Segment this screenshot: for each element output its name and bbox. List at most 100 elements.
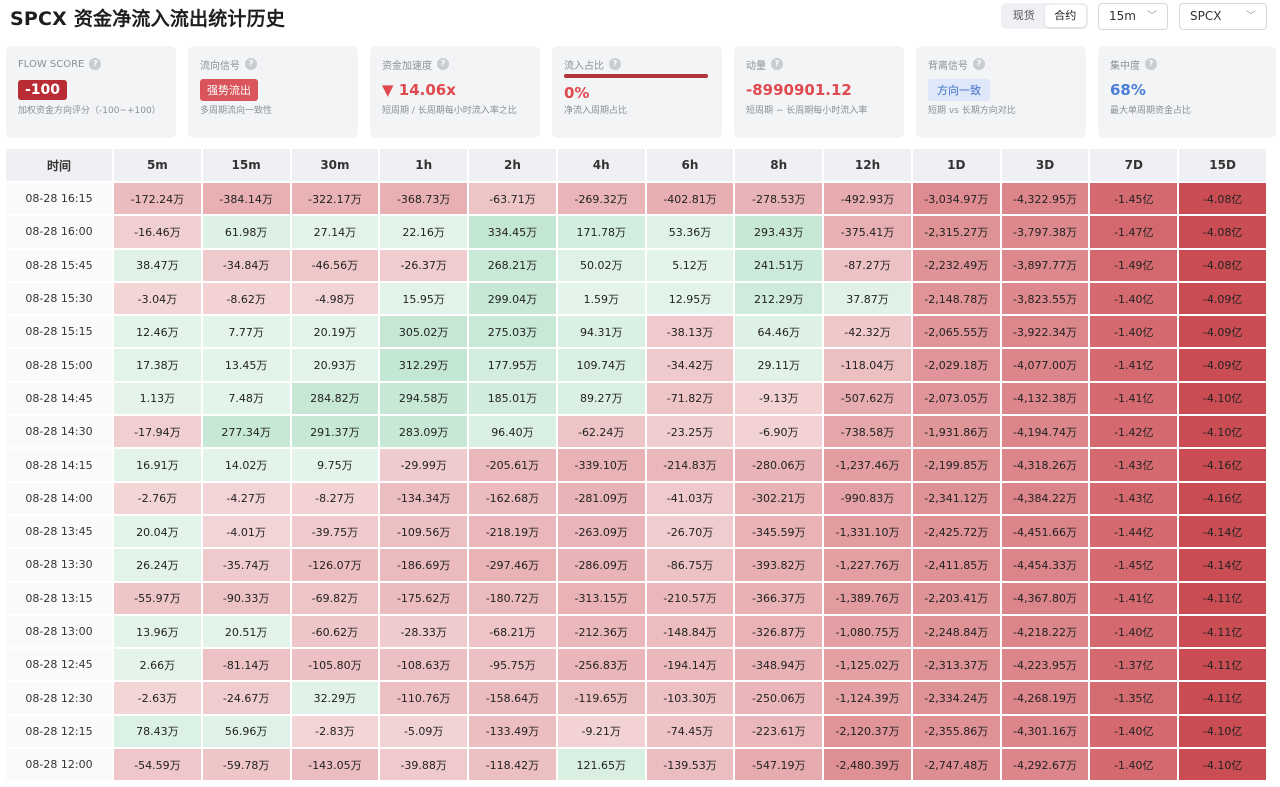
interval-select[interactable]: 15m ﹀ <box>1098 3 1168 30</box>
flow-cell: -1.37亿 <box>1089 648 1180 683</box>
flow-cell: -4,322.95万 <box>1000 182 1091 217</box>
flow-cell: 305.02万 <box>379 315 470 350</box>
flow-cell: 299.04万 <box>468 281 558 317</box>
column-header[interactable]: 3D <box>1000 149 1091 183</box>
flow-cell: -1,331.10万 <box>823 514 913 550</box>
table-row[interactable]: 08-28 12:15 78.43万 56.96万 -2.83万 -5.09万 -133.… <box>6 714 1268 750</box>
flow-cell: -148.84万 <box>645 614 736 650</box>
flow-cell: -1.41亿 <box>1089 381 1180 417</box>
column-header[interactable]: 8h <box>734 149 825 183</box>
flow-cell: 20.04万 <box>113 514 203 550</box>
flow-cell: -2.83万 <box>290 714 381 750</box>
flow-cell: -133.49万 <box>468 714 558 750</box>
flow-cell: -139.53万 <box>645 748 736 783</box>
table-row[interactable]: 08-28 15:00 17.38万 13.45万 20.93万 312.29万 177.… <box>6 348 1268 383</box>
flow-cell: -4.01万 <box>201 514 292 550</box>
table-row[interactable]: 08-28 14:30 -17.94万 277.34万 291.37万 283.09万 9… <box>6 415 1268 450</box>
column-header-time[interactable]: 时间 <box>6 149 114 183</box>
flow-cell: -86.75万 <box>645 548 736 583</box>
card-inflow-ratio: 流入占比 ? 0% 净流入周期占比 <box>552 46 722 138</box>
column-header[interactable]: 7D <box>1089 149 1180 183</box>
flow-cell: -2,341.12万 <box>911 481 1002 516</box>
flow-cell: -281.09万 <box>556 481 647 516</box>
row-time: 08-28 12:00 <box>6 748 114 783</box>
tab-spot[interactable]: 现货 <box>1012 9 1035 22</box>
flow-cell: 171.78万 <box>556 215 647 250</box>
table-row[interactable]: 08-28 12:30 -2.63万 -24.67万 32.29万 -110.76万 -1… <box>6 681 1268 716</box>
flow-cell: -46.56万 <box>290 248 381 283</box>
table-row[interactable]: 08-28 12:45 2.66万 -81.14万 -105.80万 -108.63万 -… <box>6 648 1268 683</box>
flow-cell: -2,148.78万 <box>911 281 1002 317</box>
flow-cell: -108.63万 <box>379 648 470 683</box>
flow-cell: -339.10万 <box>556 448 647 483</box>
flow-cell: -194.14万 <box>645 648 736 683</box>
flow-cell: -4.11亿 <box>1178 581 1268 616</box>
table-row[interactable]: 08-28 14:15 16.91万 14.02万 9.75万 -29.99万 -205.… <box>6 448 1268 483</box>
help-icon[interactable]: ? <box>245 58 257 70</box>
table-row[interactable]: 08-28 16:00 -16.46万 61.98万 27.14万 22.16万 334.… <box>6 215 1268 250</box>
column-header[interactable]: 5m <box>113 149 203 183</box>
flow-cell: -368.73万 <box>379 182 470 217</box>
column-header[interactable]: 1h <box>379 149 470 183</box>
flow-cell: -322.17万 <box>290 182 381 217</box>
flow-cell: -62.24万 <box>556 415 647 450</box>
column-header[interactable]: 2h <box>468 149 558 183</box>
flow-cell: 334.45万 <box>468 215 558 250</box>
flow-cell: -4.14亿 <box>1178 548 1268 583</box>
flow-cell: -3.04万 <box>113 281 203 317</box>
card-momentum: 动量 ? -8990901.12 短周期 − 长周期每小时流入率 <box>734 46 904 138</box>
column-header[interactable]: 6h <box>645 149 736 183</box>
table-row[interactable]: 08-28 14:45 1.13万 7.48万 284.82万 294.58万 185.0… <box>6 381 1268 417</box>
flow-cell: -256.83万 <box>556 648 647 683</box>
help-icon[interactable]: ? <box>437 58 449 70</box>
column-header[interactable]: 4h <box>556 149 647 183</box>
flow-cell: 177.95万 <box>468 348 558 383</box>
flow-cell: -2,120.37万 <box>823 714 913 750</box>
table-row[interactable]: 08-28 15:45 38.47万 -34.84万 -46.56万 -26.37万 26… <box>6 248 1268 283</box>
card-subtitle: 净流入周期占比 <box>564 106 628 116</box>
table-row[interactable]: 08-28 15:15 12.46万 7.77万 20.19万 305.02万 275.0… <box>6 315 1268 350</box>
table-row[interactable]: 08-28 15:30 -3.04万 -8.62万 -4.98万 15.95万 299.0… <box>6 281 1268 317</box>
column-header[interactable]: 30m <box>290 149 381 183</box>
table-row[interactable]: 08-28 13:15 -55.97万 -90.33万 -69.82万 -175.62万… <box>6 581 1268 616</box>
flow-cell: -34.84万 <box>201 248 292 283</box>
flow-cell: 1.13万 <box>113 381 203 417</box>
help-icon[interactable]: ? <box>771 58 783 70</box>
column-header[interactable]: 1D <box>911 149 1002 183</box>
flow-cell: 293.43万 <box>734 215 825 250</box>
table-row[interactable]: 08-28 16:15 -172.24万 -384.14万 -322.17万 -368.… <box>6 182 1268 217</box>
table-row[interactable]: 08-28 13:30 26.24万 -35.74万 -126.07万 -186.69万… <box>6 548 1268 583</box>
symbol-select[interactable]: SPCX ﹀ <box>1179 3 1267 30</box>
flow-cell: -1,080.75万 <box>823 614 913 650</box>
flow-cell: -4,292.67万 <box>1000 748 1091 783</box>
table-row[interactable]: 08-28 13:00 13.96万 20.51万 -60.62万 -28.33万 -68… <box>6 614 1268 650</box>
flow-cell: -1.40亿 <box>1089 281 1180 317</box>
flow-cell: 61.98万 <box>201 215 292 250</box>
row-time: 08-28 14:45 <box>6 381 114 417</box>
table-row[interactable]: 08-28 14:00 -2.76万 -4.27万 -8.27万 -134.34万 -16… <box>6 481 1268 516</box>
card-label: 资金加速度 <box>382 60 432 72</box>
column-header[interactable]: 15D <box>1178 149 1268 183</box>
help-icon[interactable]: ? <box>89 58 102 70</box>
card-subtitle: 加权资金方向评分（-100~+100） <box>18 106 161 116</box>
help-icon[interactable]: ? <box>1145 58 1157 70</box>
table-row[interactable]: 08-28 13:45 20.04万 -4.01万 -39.75万 -109.56万 -2… <box>6 514 1268 550</box>
flow-cell: -35.74万 <box>201 548 292 583</box>
table-row[interactable]: 08-28 12:00 -54.59万 -59.78万 -143.05万 -39.88万… <box>6 748 1268 783</box>
flow-cell: -4,367.80万 <box>1000 581 1091 616</box>
metric-cards: FLOW SCORE ? -100 加权资金方向评分（-100~+100） 流向… <box>6 46 1276 138</box>
flow-cell: -4.10亿 <box>1178 415 1268 450</box>
help-icon[interactable]: ? <box>973 58 985 70</box>
flow-cell: -4.11亿 <box>1178 648 1268 683</box>
tab-futures[interactable]: 合约 <box>1044 5 1086 27</box>
column-header[interactable]: 12h <box>823 149 913 183</box>
help-icon[interactable]: ? <box>609 58 621 70</box>
inflow-ratio-value: 0% <box>564 84 590 102</box>
chevron-down-icon: ﹀ <box>1147 11 1157 22</box>
column-header[interactable]: 15m <box>201 149 292 183</box>
flow-cell: -23.25万 <box>645 415 736 450</box>
flow-cell: -2,355.86万 <box>911 714 1002 750</box>
flow-cell: -1,124.39万 <box>823 681 913 716</box>
flow-cell: -286.09万 <box>556 548 647 583</box>
row-time: 08-28 12:30 <box>6 681 114 716</box>
